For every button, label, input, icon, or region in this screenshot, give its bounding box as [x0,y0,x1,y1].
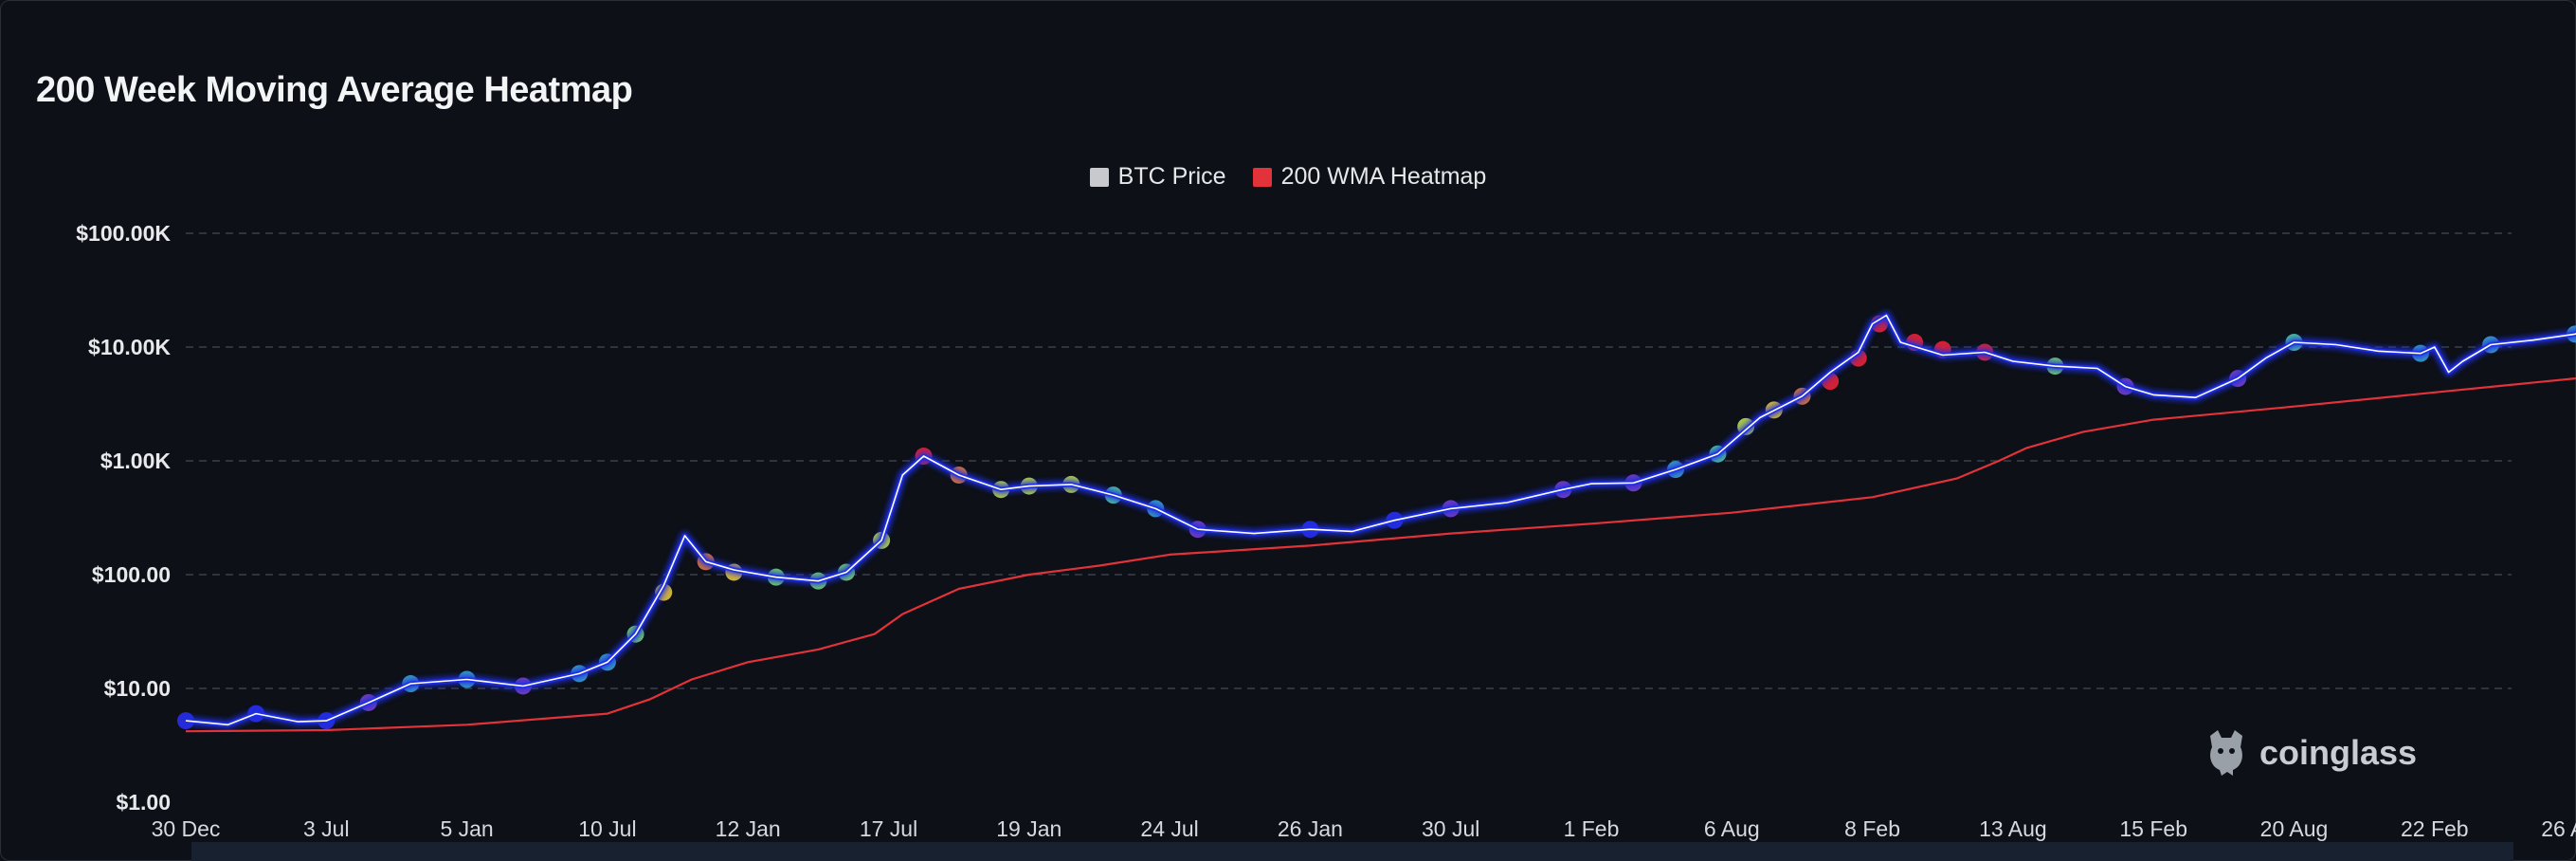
legend-swatch-btc-price [1089,167,1109,187]
x-tick-label: 30 Dec [152,816,221,841]
wma-200-line [185,376,2576,733]
watermark-text: coinglass [2259,733,2418,772]
x-tick-label: 26 Jan [1278,816,1343,841]
btc-price-glow-core [185,313,2576,727]
y-tick-label: $10.00K [88,335,171,359]
y-tick-label: $100.00K [76,221,171,246]
x-tick-label: 30 Jul [1422,816,1479,841]
legend-item-btc-price[interactable]: BTC Price [1089,163,1226,191]
x-tick-label: 19 Jan [996,816,1061,841]
x-tick-label: 26 Aug [2541,816,2576,841]
x-tick-label: 20 Aug [2260,816,2329,841]
y-tick-label: $1.00K [100,449,172,473]
coinglass-watermark: coinglass [2204,728,2417,778]
x-tick-label: 3 Jul [303,816,350,841]
legend-label-200-wma: 200 WMA Heatmap [1280,163,1487,190]
btc-price-glow [185,311,2576,729]
legend-label-btc-price: BTC Price [1117,163,1226,190]
x-tick-label: 5 Jan [440,816,493,841]
x-tick-label: 6 Aug [1704,816,1760,841]
x-tick-label: 22 Feb [2401,816,2469,841]
chart-title: 200 Week Moving Average Heatmap [36,70,633,110]
chart-zoom-scrollbar[interactable] [191,842,2513,861]
x-tick-label: 13 Aug [1979,816,2047,841]
legend-swatch-200-wma [1252,167,1272,187]
x-tick-label: 12 Jan [716,816,781,841]
x-tick-label: 8 Feb [1844,816,1900,841]
x-tick-label: 15 Feb [2119,816,2187,841]
y-tick-label: $1.00 [116,790,171,815]
x-tick-label: 24 Jul [1140,816,1198,841]
x-tick-label: 1 Feb [1564,816,1620,841]
coinglass-logo-icon [2210,730,2242,776]
x-tick-label: 17 Jul [860,816,917,841]
legend-item-200-wma[interactable]: 200 WMA Heatmap [1252,163,1487,191]
y-tick-label: $100.00 [92,562,171,587]
x-tick-label: 10 Jul [578,816,636,841]
legend: BTC Price 200 WMA Heatmap [0,163,2576,191]
y-tick-label: $10.00 [104,676,171,701]
btc-price-line [185,314,2576,726]
